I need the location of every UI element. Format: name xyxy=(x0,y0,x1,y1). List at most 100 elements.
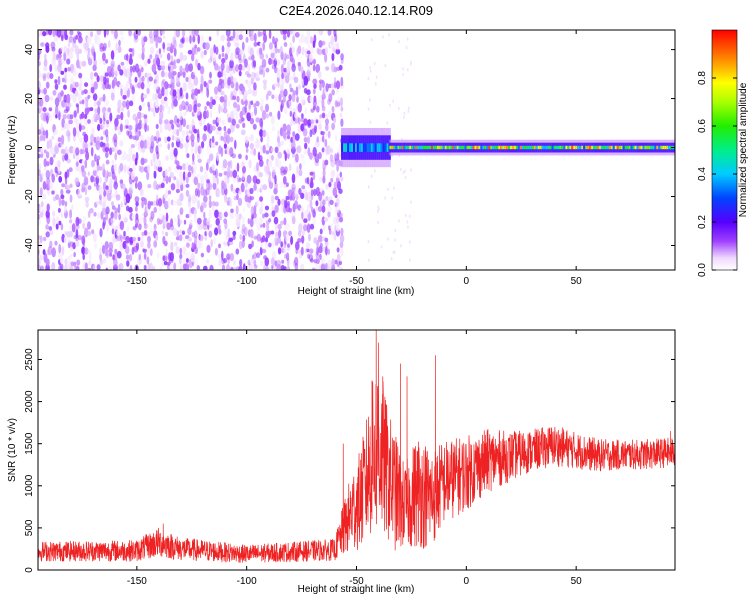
spectrogram-cell xyxy=(249,34,255,42)
spectrogram-cell xyxy=(527,145,530,150)
spectrogram-cell xyxy=(248,243,253,250)
spectrogram-cell xyxy=(256,187,261,193)
spectrogram-cell xyxy=(93,51,96,61)
spectrogram-cell xyxy=(283,67,287,73)
spectrogram-cell xyxy=(114,248,118,255)
spectrogram-cell xyxy=(266,134,270,143)
spectrogram-cell xyxy=(65,189,71,194)
spectrogram-cell xyxy=(203,202,207,209)
spectrogram-cell xyxy=(327,83,332,89)
spectrogram-cell xyxy=(301,99,306,106)
spectrogram-cell xyxy=(227,165,231,174)
spectrogram-cell xyxy=(79,60,83,68)
spectrogram-cell xyxy=(328,93,333,103)
spectrogram-cell xyxy=(275,94,278,102)
spectrogram-cell xyxy=(129,71,133,77)
spectrogram-cell xyxy=(296,96,299,103)
spectrogram-cell xyxy=(191,46,197,56)
spectrogram-cell xyxy=(362,143,366,152)
spectrogram-cell xyxy=(86,36,92,45)
spectrogram-cell xyxy=(105,59,109,64)
spectrogram-cell xyxy=(304,142,308,150)
spectrogram-cell xyxy=(162,224,166,230)
spectrogram-cell xyxy=(193,194,198,203)
spectrogram-cell xyxy=(249,187,254,195)
spectrogram-cell xyxy=(216,117,222,124)
spectrogram-cell xyxy=(114,207,119,214)
spectrogram-cell xyxy=(183,237,187,242)
spectrogram-cell xyxy=(375,82,377,86)
spectrogram-cell xyxy=(52,210,56,217)
spectrogram-cell xyxy=(597,145,600,150)
spectrogram-cell xyxy=(197,145,202,155)
spectrogram-cell xyxy=(310,189,314,197)
spectrogram-cell xyxy=(147,235,151,243)
spectrogram-cell xyxy=(170,55,174,62)
spectrogram-cell xyxy=(65,184,71,190)
spectrogram-cell xyxy=(374,143,377,152)
spectrogram-cell xyxy=(109,147,113,156)
spectrogram-cell xyxy=(119,140,124,147)
spectrogram-cell xyxy=(116,114,121,120)
spectrogram-cell xyxy=(306,176,310,185)
spectrogram-cell xyxy=(318,205,323,212)
spectrogram-cell xyxy=(135,122,138,133)
spectrogram-cell xyxy=(313,34,317,44)
spectrogram-cell xyxy=(79,117,83,126)
spectrogram-cell xyxy=(214,168,218,179)
spectrogram-cell xyxy=(137,82,142,89)
spectrogram-cell xyxy=(320,131,325,136)
spectrogram-cell xyxy=(215,141,219,146)
spectrogram-cell xyxy=(182,70,186,79)
spectrogram-cell xyxy=(122,94,127,100)
spectrogram-cell xyxy=(40,265,44,270)
spectrogram-cell xyxy=(314,124,317,134)
snr-x-tick-label: 0 xyxy=(464,576,470,587)
spectrogram-cell xyxy=(92,264,97,270)
spectrogram-cell xyxy=(55,114,58,119)
spectrogram-cell xyxy=(119,30,124,36)
spectrogram-cell xyxy=(87,142,91,149)
spectrogram-cell xyxy=(155,39,158,49)
spectrogram-cell xyxy=(555,145,558,150)
spectrogram-cell xyxy=(166,42,171,47)
spectrogram-y-tick-label: -20 xyxy=(24,189,35,204)
spectrogram-cell xyxy=(274,260,278,267)
spectrogram-cell xyxy=(531,145,534,150)
spectrogram-cell xyxy=(340,106,344,112)
spectrogram-cell xyxy=(58,57,62,68)
spectrogram-cell xyxy=(335,176,340,184)
spectrogram-cell xyxy=(173,241,178,247)
spectrogram-cell xyxy=(102,93,106,102)
spectrogram-cell xyxy=(127,130,133,138)
spectrogram-cell xyxy=(139,139,145,149)
spectrogram-cell xyxy=(393,186,395,190)
spectrogram-cell xyxy=(340,176,344,182)
spectrogram-cell xyxy=(330,222,334,230)
spectrogram-cell xyxy=(111,164,115,174)
spectrogram-cell xyxy=(438,145,442,150)
spectrogram-cell xyxy=(168,176,172,183)
spectrogram-cell xyxy=(152,93,157,102)
spectrogram-cell xyxy=(227,228,231,239)
spectrogram-cell xyxy=(161,30,166,35)
spectrogram-cell xyxy=(265,165,270,175)
spectrogram-cell xyxy=(279,182,285,188)
spectrogram-cell xyxy=(90,42,95,50)
spectrogram-cell xyxy=(85,99,89,109)
spectrogram-cell xyxy=(185,92,189,100)
spectrogram-cell xyxy=(235,205,239,215)
spectrogram-cell xyxy=(216,30,220,37)
spectrogram-cell xyxy=(279,127,284,137)
spectrogram-cell xyxy=(73,261,77,267)
spectrogram-cell xyxy=(364,143,367,152)
spectrogram-cell xyxy=(340,213,343,218)
spectrogram-cell xyxy=(51,135,55,140)
spectrogram-cell xyxy=(333,76,337,86)
spectrogram-cell xyxy=(135,201,139,207)
spectrogram-cell xyxy=(202,110,208,120)
spectrogram-cell xyxy=(64,30,68,38)
spectrogram-cell xyxy=(253,41,258,47)
spectrogram-cell xyxy=(256,161,259,172)
